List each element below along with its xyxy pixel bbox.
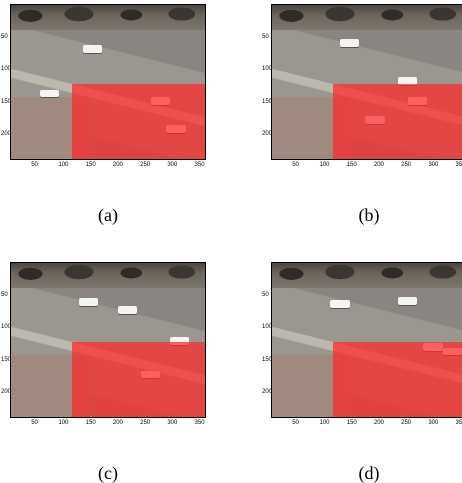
y-tick-label: 100 bbox=[1, 324, 12, 330]
video-frame-image bbox=[10, 4, 206, 160]
y-tick-label: 100 bbox=[262, 324, 273, 330]
x-tick-label: 250 bbox=[140, 162, 151, 168]
street-scene bbox=[11, 5, 205, 159]
x-tick-label: 350 bbox=[455, 420, 462, 426]
panel-caption: (b) bbox=[358, 205, 380, 225]
x-tick-label: 100 bbox=[319, 162, 330, 168]
video-frame-image bbox=[10, 262, 206, 418]
y-tick-label: 200 bbox=[262, 131, 273, 137]
car bbox=[339, 38, 360, 47]
trees bbox=[272, 5, 462, 24]
y-tick-label: 50 bbox=[262, 33, 269, 40]
x-tick-label: 150 bbox=[85, 162, 96, 168]
x-tick-label: 300 bbox=[428, 162, 439, 168]
y-tick-label: 150 bbox=[1, 98, 12, 105]
detection-region-overlay bbox=[333, 341, 462, 417]
x-tick-label: 50 bbox=[31, 420, 38, 426]
x-tick-label: 50 bbox=[292, 420, 299, 426]
car bbox=[170, 336, 190, 345]
trees bbox=[272, 263, 462, 282]
car bbox=[78, 298, 99, 307]
car bbox=[117, 306, 138, 314]
x-tick-label: 50 bbox=[292, 162, 299, 168]
y-tick-label: 150 bbox=[1, 356, 12, 363]
x-tick-label: 150 bbox=[346, 420, 357, 426]
y-tick-label: 200 bbox=[1, 131, 12, 137]
car bbox=[330, 299, 350, 308]
figure-panel: 50 100 150 200 250 300 350 50 100 150 200 bbox=[1, 262, 206, 438]
x-tick-label: 150 bbox=[346, 162, 357, 168]
detection-region-overlay bbox=[72, 341, 205, 417]
figure-panel: 50 100 150 200 250 300 350 50 100 150 200 bbox=[262, 4, 462, 180]
y-tick-label: 100 bbox=[1, 66, 12, 72]
x-tick-label: 250 bbox=[401, 420, 412, 426]
y-tick-label: 50 bbox=[1, 33, 8, 40]
x-tick-label: 200 bbox=[373, 420, 384, 426]
x-tick-label: 250 bbox=[140, 420, 151, 426]
y-tick-label: 50 bbox=[262, 291, 269, 298]
video-frame-image bbox=[271, 4, 462, 160]
y-tick-label: 50 bbox=[1, 291, 8, 298]
figure-panel: 50 100 150 200 250 300 350 50 100 150 200 bbox=[1, 4, 206, 180]
x-tick-label: 200 bbox=[112, 162, 123, 168]
car bbox=[398, 296, 418, 305]
y-tick-label: 100 bbox=[262, 66, 273, 72]
x-tick-label: 100 bbox=[58, 162, 69, 168]
x-tick-label: 300 bbox=[428, 420, 439, 426]
x-tick-label: 350 bbox=[455, 162, 462, 168]
x-tick-label: 350 bbox=[194, 420, 205, 426]
x-tick-label: 300 bbox=[167, 162, 178, 168]
x-tick-label: 200 bbox=[373, 162, 384, 168]
car bbox=[82, 45, 103, 53]
x-tick-label: 350 bbox=[194, 162, 205, 168]
x-tick-label: 100 bbox=[58, 420, 69, 426]
x-tick-label: 200 bbox=[112, 420, 123, 426]
y-tick-label: 200 bbox=[1, 389, 12, 395]
panel-caption: (a) bbox=[98, 205, 118, 225]
detection-region-overlay bbox=[333, 83, 462, 159]
x-tick-label: 250 bbox=[401, 162, 412, 168]
video-frame-image bbox=[271, 262, 462, 418]
street-scene bbox=[272, 5, 462, 159]
y-tick-label: 150 bbox=[262, 98, 273, 105]
y-tick-label: 200 bbox=[262, 389, 273, 395]
x-tick-label: 300 bbox=[167, 420, 178, 426]
car bbox=[398, 77, 418, 86]
trees bbox=[11, 5, 205, 24]
x-tick-label: 50 bbox=[31, 162, 38, 168]
panel-caption: (d) bbox=[358, 463, 380, 483]
detection-region-overlay bbox=[72, 83, 205, 159]
y-tick-label: 150 bbox=[262, 356, 273, 363]
panel-caption: (c) bbox=[98, 463, 118, 483]
x-tick-label: 150 bbox=[85, 420, 96, 426]
car bbox=[40, 89, 60, 98]
figure-panel: 50 100 150 200 250 300 350 50 100 150 200 bbox=[262, 262, 462, 438]
x-tick-label: 100 bbox=[319, 420, 330, 426]
trees bbox=[11, 263, 205, 282]
